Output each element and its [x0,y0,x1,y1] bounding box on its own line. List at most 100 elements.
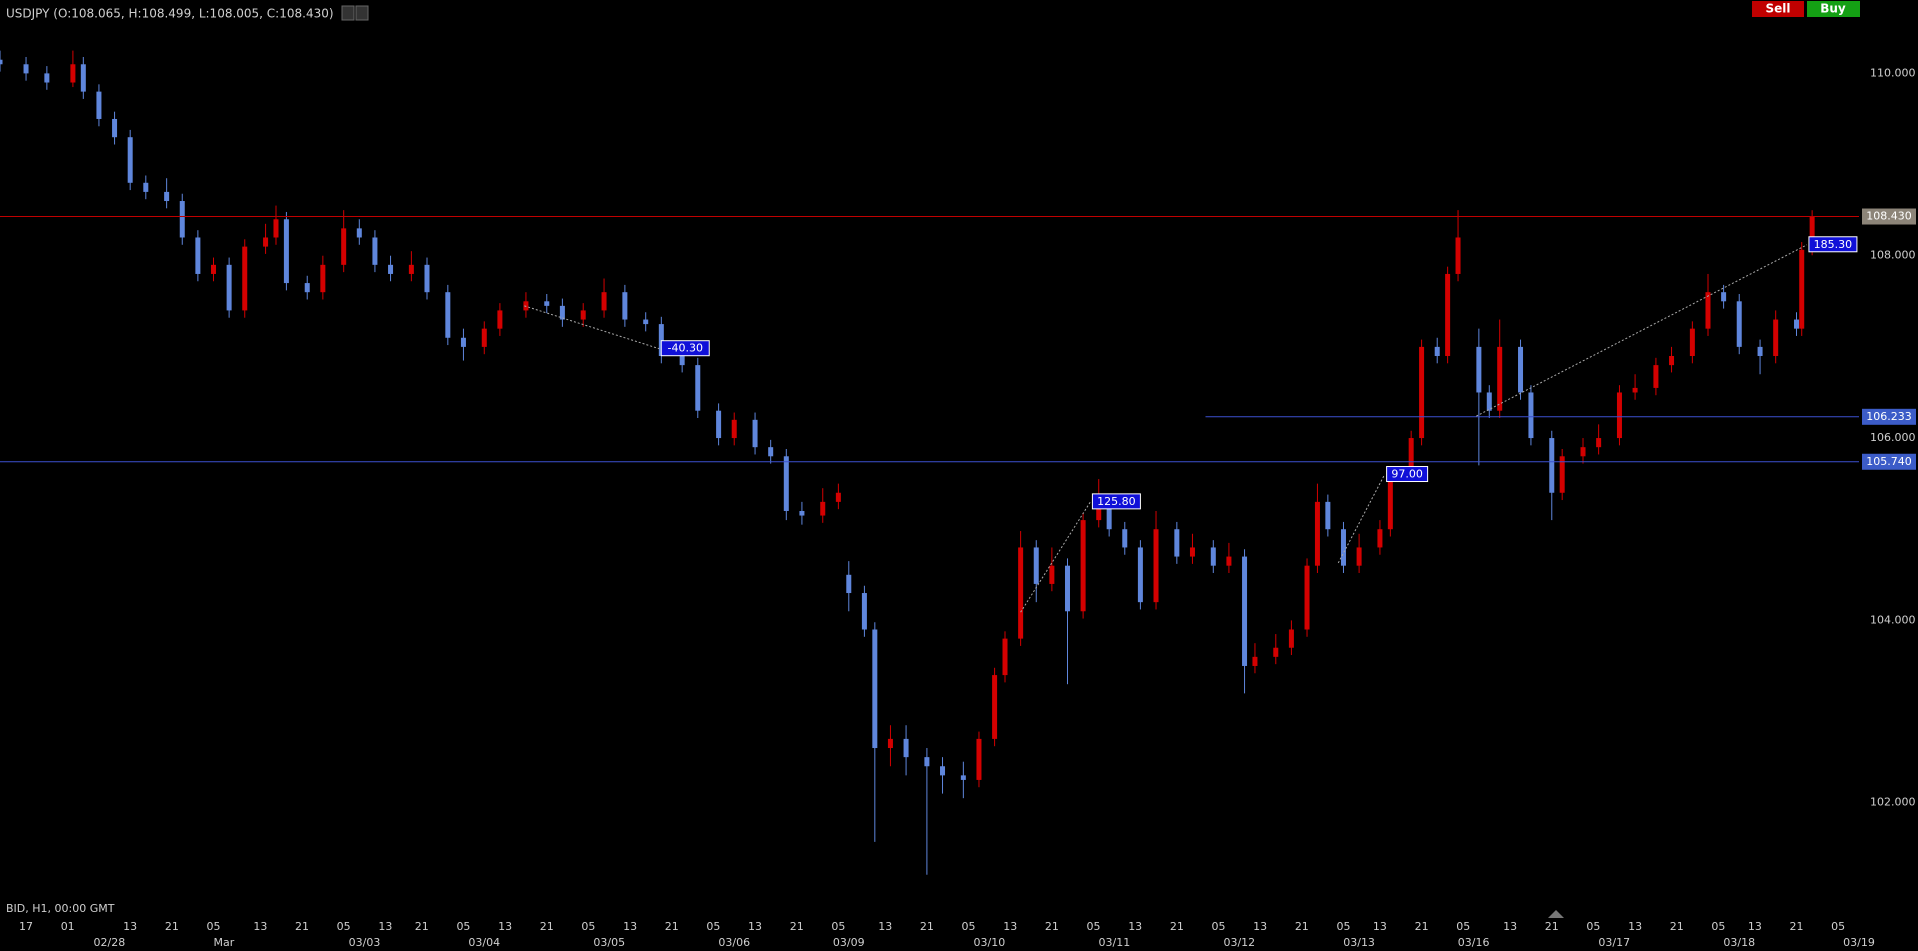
price-label: 105.740 [1866,455,1912,468]
candle-body [96,91,102,119]
settings-icon[interactable] [355,5,369,21]
candle-body [559,305,565,320]
x-tick-label: 05 [1711,920,1725,933]
x-tick-label: 13 [498,920,512,933]
candle-body [1669,356,1675,366]
candle-body [1549,438,1555,493]
candle-body [622,292,628,320]
candle-body [44,73,50,83]
buy-label[interactable]: Buy [1820,2,1846,16]
candle-body [1252,656,1258,666]
candle-body [1226,556,1232,566]
candle-body [601,292,607,311]
candle-body [1455,237,1461,274]
x-tick-label: 21 [295,920,309,933]
x-tick-label: 05 [706,920,720,933]
measure-box [1091,493,1141,510]
candle-body [820,501,826,516]
candle-body [1002,638,1008,676]
x-tick-label: 13 [748,920,762,933]
candle-body [1314,501,1320,566]
y-tick-label: 104.000 [1870,613,1916,626]
x-tick-label: 21 [1045,920,1059,933]
date-label: 03/17 [1598,936,1630,949]
candle-body [1445,273,1451,357]
x-tick-label: 05 [1336,920,1350,933]
x-tick-label: 13 [1253,920,1267,933]
measure-label: -40.30 [668,342,703,355]
candle-body [1596,438,1602,448]
candle-body [1721,292,1727,302]
candle-body [1033,547,1039,584]
candle-body [226,264,232,311]
date-label: 03/13 [1343,936,1375,949]
candle-body [445,292,451,338]
candle-body [1653,365,1659,388]
date-label: 03/11 [1099,936,1131,949]
candle-body [903,738,909,758]
candle-body [1632,387,1638,393]
price-label: 108.430 [1866,210,1912,223]
date-label: 02/28 [94,936,126,949]
candle-body [1080,520,1086,612]
date-label: 03/16 [1458,936,1490,949]
candle-body [23,64,29,74]
candle-body [341,228,347,265]
x-tick-label: 13 [253,920,267,933]
x-tick-label: 05 [1212,920,1226,933]
date-label: 03/03 [349,936,381,949]
candle-body [372,237,378,265]
x-tick-label: 01 [61,920,75,933]
candle-body [356,228,362,238]
candle-body [1096,501,1102,521]
x-tick-label: 21 [1415,920,1429,933]
candle-body [1736,301,1742,347]
settings-icon[interactable] [341,5,355,21]
candle-body [497,310,503,329]
candle-body [320,264,326,293]
candle-body [283,219,289,284]
date-label: 03/18 [1723,936,1755,949]
date-label: 03/09 [833,936,865,949]
y-tick-label: 102.000 [1870,796,1916,809]
candle-body [112,118,118,138]
y-tick-label: 110.000 [1870,66,1916,79]
candle-body [164,191,170,202]
trend-line [524,305,660,350]
candle-body [1518,346,1524,393]
price-box [1862,453,1916,470]
date-label: 03/05 [593,936,625,949]
candle-body [1387,474,1393,530]
x-tick-label: 05 [456,920,470,933]
sell-label[interactable]: Sell [1765,2,1790,16]
candle-body [1356,547,1362,566]
candle-body [643,319,649,325]
x-tick-label: 13 [623,920,637,933]
candle-body [1616,392,1622,439]
date-label: 03/06 [718,936,750,949]
price-box [1862,408,1916,425]
candle-body [1242,556,1248,666]
measure-label: 185.30 [1814,238,1853,251]
x-tick-label: 13 [1128,920,1142,933]
candle-body [1377,529,1383,548]
candle-body [273,219,279,238]
x-tick-label: 05 [962,920,976,933]
candle-body [70,64,76,83]
candle-body [424,264,430,293]
candle-body [1486,392,1492,411]
candle-body [716,410,722,439]
x-tick-label: 05 [1087,920,1101,933]
date-label: 03/10 [974,936,1006,949]
measure-box [1808,236,1858,253]
candle-body [1497,346,1503,411]
x-tick-label: 21 [165,920,179,933]
buy-button[interactable] [1807,1,1860,17]
sell-button[interactable] [1752,1,1804,17]
scroll-marker[interactable] [1548,910,1564,918]
x-tick-label: 05 [337,920,351,933]
candle-body [544,301,550,306]
candle-body [1018,547,1024,639]
